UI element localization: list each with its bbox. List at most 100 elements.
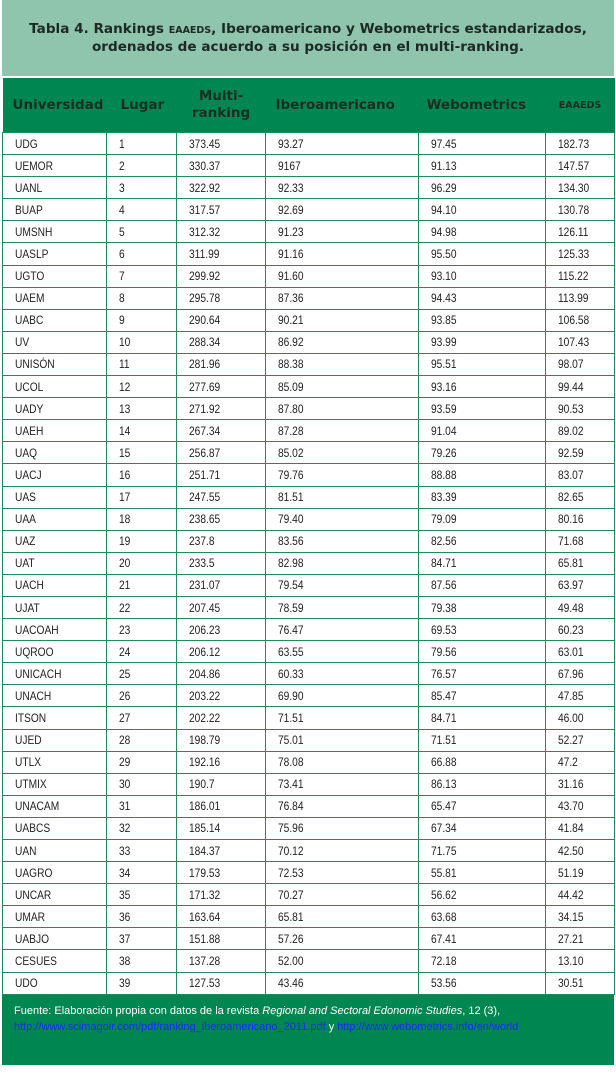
cell-multi-ranking: 290.64 [176,308,266,332]
table-row: UASLP 6 311.99 91.16 95.50 125.33 [2,242,615,266]
cell-eaaeds-text: 83.07 [558,467,584,482]
table-row: UANL 3 322.92 92.33 96.29 134.30 [2,176,615,200]
cell-lugar-text: 13 [119,401,131,416]
cell-eaaeds-text: 99.44 [558,379,584,394]
cell-lugar: 6 [106,242,177,266]
cell-iberoamericano-text: 43.46 [278,976,304,991]
table-row: UJAT 22 207.45 78.59 79.38 49.48 [2,595,615,620]
cell-multi-ranking-text: 151.88 [189,931,221,946]
cell-webometrics: 63.68 [418,905,546,929]
cell-iberoamericano-text: 73.41 [278,777,304,792]
cell-lugar-text: 1 [119,136,125,151]
cell-iberoamericano: 93.27 [265,131,419,156]
cell-universidad-text: UCOL [15,379,44,394]
cell-multi-ranking-text: 311.99 [189,247,220,262]
caption-prefix: Tabla 4. Rankings [29,20,169,37]
link-iberoamericano[interactable]: http://www.scimagoir.com/pdf/ranking_ibe… [14,1020,326,1033]
cell-iberoamericano: 91.60 [265,264,419,288]
cell-lugar-text: 39 [119,976,131,991]
cell-universidad: BUAP [2,198,107,222]
cell-webometrics-text: 95.50 [431,247,457,262]
cell-iberoamericano-text: 83.56 [278,534,304,549]
cell-lugar: 13 [106,397,177,421]
cell-iberoamericano-text: 60.33 [278,666,304,681]
cell-webometrics: 84.71 [418,551,546,575]
cell-lugar-text: 7 [119,269,125,284]
cell-universidad: UDO [2,971,107,995]
cell-webometrics-text: 71.75 [431,843,457,858]
cell-webometrics-text: 94.98 [431,224,457,239]
cell-multi-ranking-text: 271.92 [189,401,221,416]
cell-universidad-text: UANL [15,180,43,195]
cell-lugar: 11 [106,352,177,377]
cell-iberoamericano: 57.26 [265,927,419,951]
header-webometrics: Webometrics [418,78,546,133]
cell-universidad-text: UNISÓN [15,357,55,372]
cell-multi-ranking: 185.14 [176,816,266,841]
cell-universidad: UDG [2,131,107,156]
cell-lugar: 7 [106,264,177,288]
cell-lugar-text: 23 [119,622,131,637]
cell-eaaeds: 63.97 [545,573,615,597]
cell-iberoamericano-text: 81.51 [278,490,304,505]
cell-universidad-text: UTLX [15,755,42,770]
cell-lugar: 1 [106,131,177,156]
cell-multi-ranking-text: 238.65 [189,512,221,527]
cell-multi-ranking-text: 267.34 [189,423,221,438]
cell-universidad: UANL [2,176,107,200]
cell-eaaeds: 67.96 [545,662,615,686]
table-row: UNACH 26 203.22 69.90 85.47 47.85 [2,684,615,708]
cell-iberoamericano-text: 65.81 [278,909,304,924]
cell-webometrics: 84.71 [418,706,546,730]
cell-lugar: 19 [106,529,177,553]
cell-multi-ranking: 163.64 [176,905,266,929]
header-eaaeds: EAAEDS [545,78,615,133]
cell-universidad: UACJ [2,463,107,487]
cell-universidad: UADY [2,397,107,421]
cell-webometrics-text: 84.71 [431,556,457,571]
header-row: Universidad Lugar Multi-ranking Iberoame… [2,78,615,133]
cell-lugar-text: 30 [119,777,131,792]
cell-multi-ranking-text: 198.79 [189,733,221,748]
cell-webometrics-text: 56.62 [431,887,457,902]
cell-iberoamericano: 43.46 [265,971,419,995]
cell-universidad-text: UACH [15,578,44,593]
cell-multi-ranking: 151.88 [176,927,266,951]
cell-multi-ranking: 299.92 [176,264,266,288]
cell-iberoamericano-text: 86.92 [278,335,304,350]
cell-universidad-text: UEMOR [15,158,53,173]
caption-small: EAAEDS [168,24,212,36]
cell-eaaeds: 113.99 [545,286,615,310]
cell-iberoamericano: 73.41 [265,772,419,796]
cell-iberoamericano: 52.00 [265,949,419,973]
cell-universidad-text: UJAT [15,600,40,615]
cell-iberoamericano: 86.92 [265,330,419,354]
cell-webometrics: 66.88 [418,750,546,774]
cell-multi-ranking-text: 231.07 [189,578,221,593]
cell-webometrics: 95.51 [418,352,546,377]
cell-universidad-text: UAGRO [15,865,53,880]
cell-universidad-text: UNCAR [15,887,52,902]
table-row: UAA 18 238.65 79.40 79.09 80.16 [2,507,615,531]
cell-multi-ranking: 277.69 [176,375,266,399]
table-row: UQROO 24 206.12 63.55 79.56 63.01 [2,640,615,664]
cell-lugar-text: 17 [119,490,131,505]
cell-webometrics: 53.56 [418,971,546,995]
table-row: UABC 9 290.64 90.21 93.85 106.58 [2,308,615,332]
cell-multi-ranking-text: 190.7 [189,777,215,792]
cell-eaaeds: 60.23 [545,618,615,642]
cell-webometrics: 71.51 [418,728,546,752]
source-prefix: Fuente: Elaboración propia con datos de … [14,1004,263,1017]
cell-iberoamericano-text: 69.90 [278,688,304,703]
cell-lugar: 35 [106,883,177,907]
cell-lugar: 9 [106,308,177,332]
link-webometrics[interactable]: http://www.webometrics.info/en/world [337,1020,519,1033]
cell-eaaeds: 43.70 [545,794,615,818]
cell-lugar-text: 32 [119,821,131,836]
cell-universidad-text: UABC [15,313,44,328]
cell-webometrics: 79.09 [418,507,546,531]
cell-multi-ranking: 190.7 [176,772,266,796]
cell-webometrics-text: 79.56 [431,644,457,659]
cell-multi-ranking-text: 277.69 [189,379,221,394]
header-multi-ranking: Multi-ranking [176,78,266,133]
